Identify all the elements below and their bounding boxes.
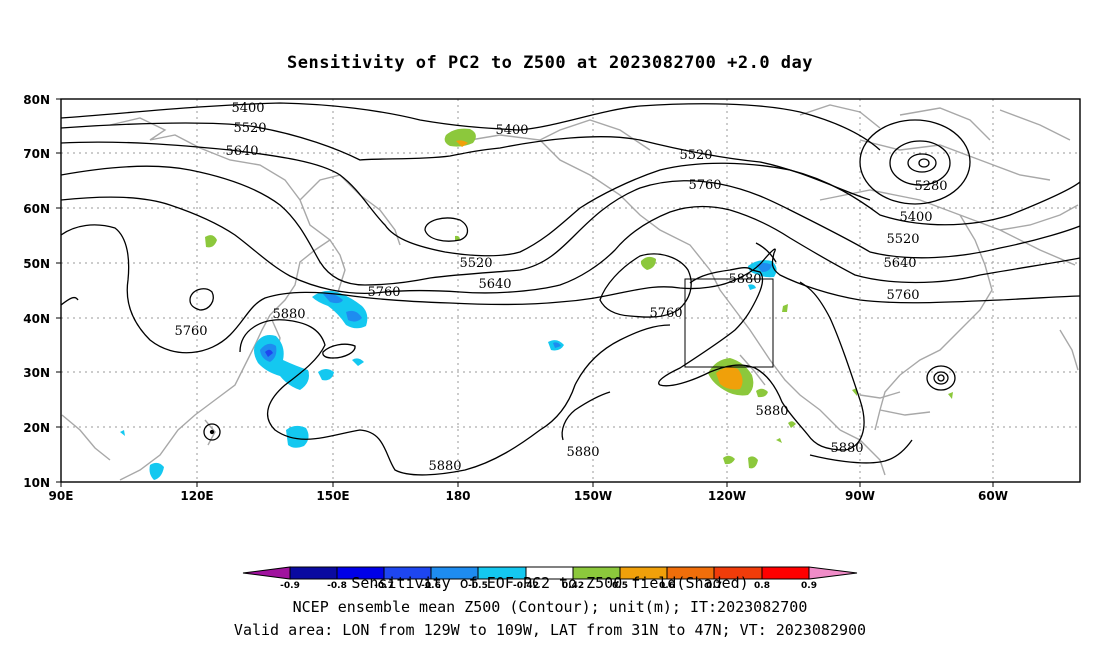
lat-tick-label: 20N <box>23 421 50 435</box>
lon-tick-label: 180 <box>445 489 470 503</box>
lat-lon-grid <box>61 99 1080 482</box>
contour-label: 5880 <box>755 404 788 419</box>
coastlines <box>61 104 1079 481</box>
colorbar-label: -0.6 <box>421 581 441 591</box>
lat-tick-label: 40N <box>23 312 50 326</box>
longitude-tick-labels: 90E 120E 150E 180 150W 120W 90W 60W <box>49 489 1008 503</box>
contour-label: 5400 <box>899 210 932 225</box>
shade-patch <box>748 456 758 469</box>
shade-patch <box>776 438 782 443</box>
colorbar-label: 0.8 <box>754 581 770 591</box>
shade-patch <box>323 293 343 304</box>
z500-contours <box>61 102 1080 476</box>
shade-patch <box>782 304 788 312</box>
contour-label: 5520 <box>459 256 492 271</box>
map-frame <box>60 98 1081 483</box>
shade-patch <box>640 256 656 270</box>
contour-label: 5880 <box>272 307 305 322</box>
valid-area-box <box>684 278 774 368</box>
lon-tick-label: 150W <box>574 489 612 503</box>
lat-tick-label: 60N <box>23 202 50 216</box>
contour-label: 5520 <box>679 148 712 163</box>
footer-shading-description: Sensitivity of EOF PC2 to Z500 field(Sha… <box>351 574 749 592</box>
shade-patch <box>723 455 735 465</box>
shade-patch <box>120 430 125 436</box>
colorbar-label: -0.7 <box>374 581 394 591</box>
lon-tick-label: 90W <box>845 489 875 503</box>
shade-patch <box>788 421 796 428</box>
shade-patch <box>286 425 309 448</box>
lat-tick-label: 80N <box>23 93 50 107</box>
contour-label: 5880 <box>566 445 599 460</box>
colorbar: -0.9 -0.8 -0.7 -0.6 -0.5 -0.42 0.42 0.5 … <box>242 566 858 591</box>
shade-patch <box>553 342 561 348</box>
lat-tick-label: 50N <box>23 257 50 271</box>
contour-label: 5640 <box>883 256 916 271</box>
contour-label: 5640 <box>478 277 511 292</box>
shade-patch <box>852 388 857 396</box>
lon-tick-label: 60W <box>978 489 1008 503</box>
colorbar-label: -0.42 <box>513 581 539 591</box>
lon-tick-label: 150E <box>316 489 349 503</box>
colorbar-label: 0.42 <box>562 581 584 591</box>
contour-label: 5520 <box>886 232 919 247</box>
shade-patch <box>716 367 743 390</box>
contour-labels: 5400 5520 5640 5400 5520 5760 5280 5400 … <box>174 101 947 474</box>
shade-patch <box>318 369 334 381</box>
contour-label: 5880 <box>830 441 863 456</box>
contour-label: 5760 <box>367 285 400 300</box>
shade-patch <box>948 392 953 399</box>
footer-contour-description: NCEP ensemble mean Z500 (Contour); unit(… <box>292 598 808 616</box>
shade-patch <box>346 310 362 322</box>
shade-patch <box>456 140 468 147</box>
contour-label: 5520 <box>233 121 266 136</box>
footer-valid-area: Valid area: LON from 129W to 109W, LAT f… <box>233 621 867 639</box>
latitude-tick-labels: 80N 70N 60N 50N 40N 30N 20N 10N <box>23 93 50 490</box>
lat-tick-label: 10N <box>23 476 50 490</box>
shade-patch <box>748 284 756 290</box>
contour-label: 5880 <box>428 459 461 474</box>
shade-patch <box>205 235 217 248</box>
shade-patch <box>756 263 772 272</box>
contour-label: 5760 <box>174 324 207 339</box>
axis-ticks <box>56 98 994 487</box>
shade-patch <box>756 388 768 398</box>
colorbar-label: 0.9 <box>801 581 817 591</box>
colorbar-label: -0.8 <box>327 581 347 591</box>
contour-label: 5400 <box>495 123 528 138</box>
shade-patch <box>352 358 364 366</box>
contour-label: 5400 <box>231 101 264 116</box>
colorbar-high-arrow <box>808 566 858 580</box>
colorbar-label: 0.6 <box>659 581 675 591</box>
contour-label: 5640 <box>225 144 258 159</box>
map-title: Sensitivity of PC2 to Z500 at 2023082700… <box>287 53 813 73</box>
lon-tick-label: 90E <box>49 489 74 503</box>
lon-tick-label: 120E <box>180 489 213 503</box>
lat-tick-label: 70N <box>23 147 50 161</box>
colorbar-label: 0.7 <box>706 581 722 591</box>
contour-label: 5280 <box>914 179 947 194</box>
contour-label: 5760 <box>649 306 682 321</box>
colorbar-label: -0.9 <box>280 581 300 591</box>
contour-label: 5760 <box>688 178 721 193</box>
lat-tick-label: 30N <box>23 366 50 380</box>
shade-patch <box>444 128 476 147</box>
colorbar-label: 0.5 <box>612 581 628 591</box>
contour-label: 5760 <box>886 288 919 303</box>
shade-patch <box>265 349 273 357</box>
map-panel: 5400 5520 5640 5400 5520 5760 5280 5400 … <box>60 98 1081 483</box>
colorbar-label: -0.5 <box>468 581 488 591</box>
lon-tick-label: 120W <box>708 489 746 503</box>
shade-patch <box>149 462 164 480</box>
